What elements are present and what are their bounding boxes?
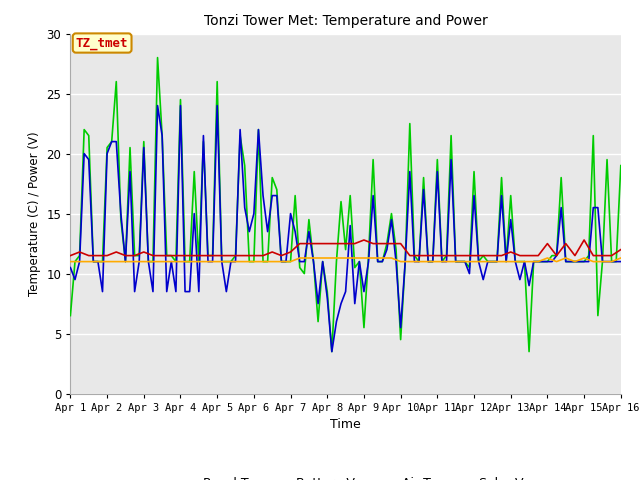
Legend: Panel T, Battery V, Air T, Solar V: Panel T, Battery V, Air T, Solar V: [163, 472, 528, 480]
Text: TZ_tmet: TZ_tmet: [76, 36, 129, 49]
X-axis label: Time: Time: [330, 418, 361, 431]
Title: Tonzi Tower Met: Temperature and Power: Tonzi Tower Met: Temperature and Power: [204, 14, 488, 28]
Y-axis label: Temperature (C) / Power (V): Temperature (C) / Power (V): [28, 132, 41, 296]
